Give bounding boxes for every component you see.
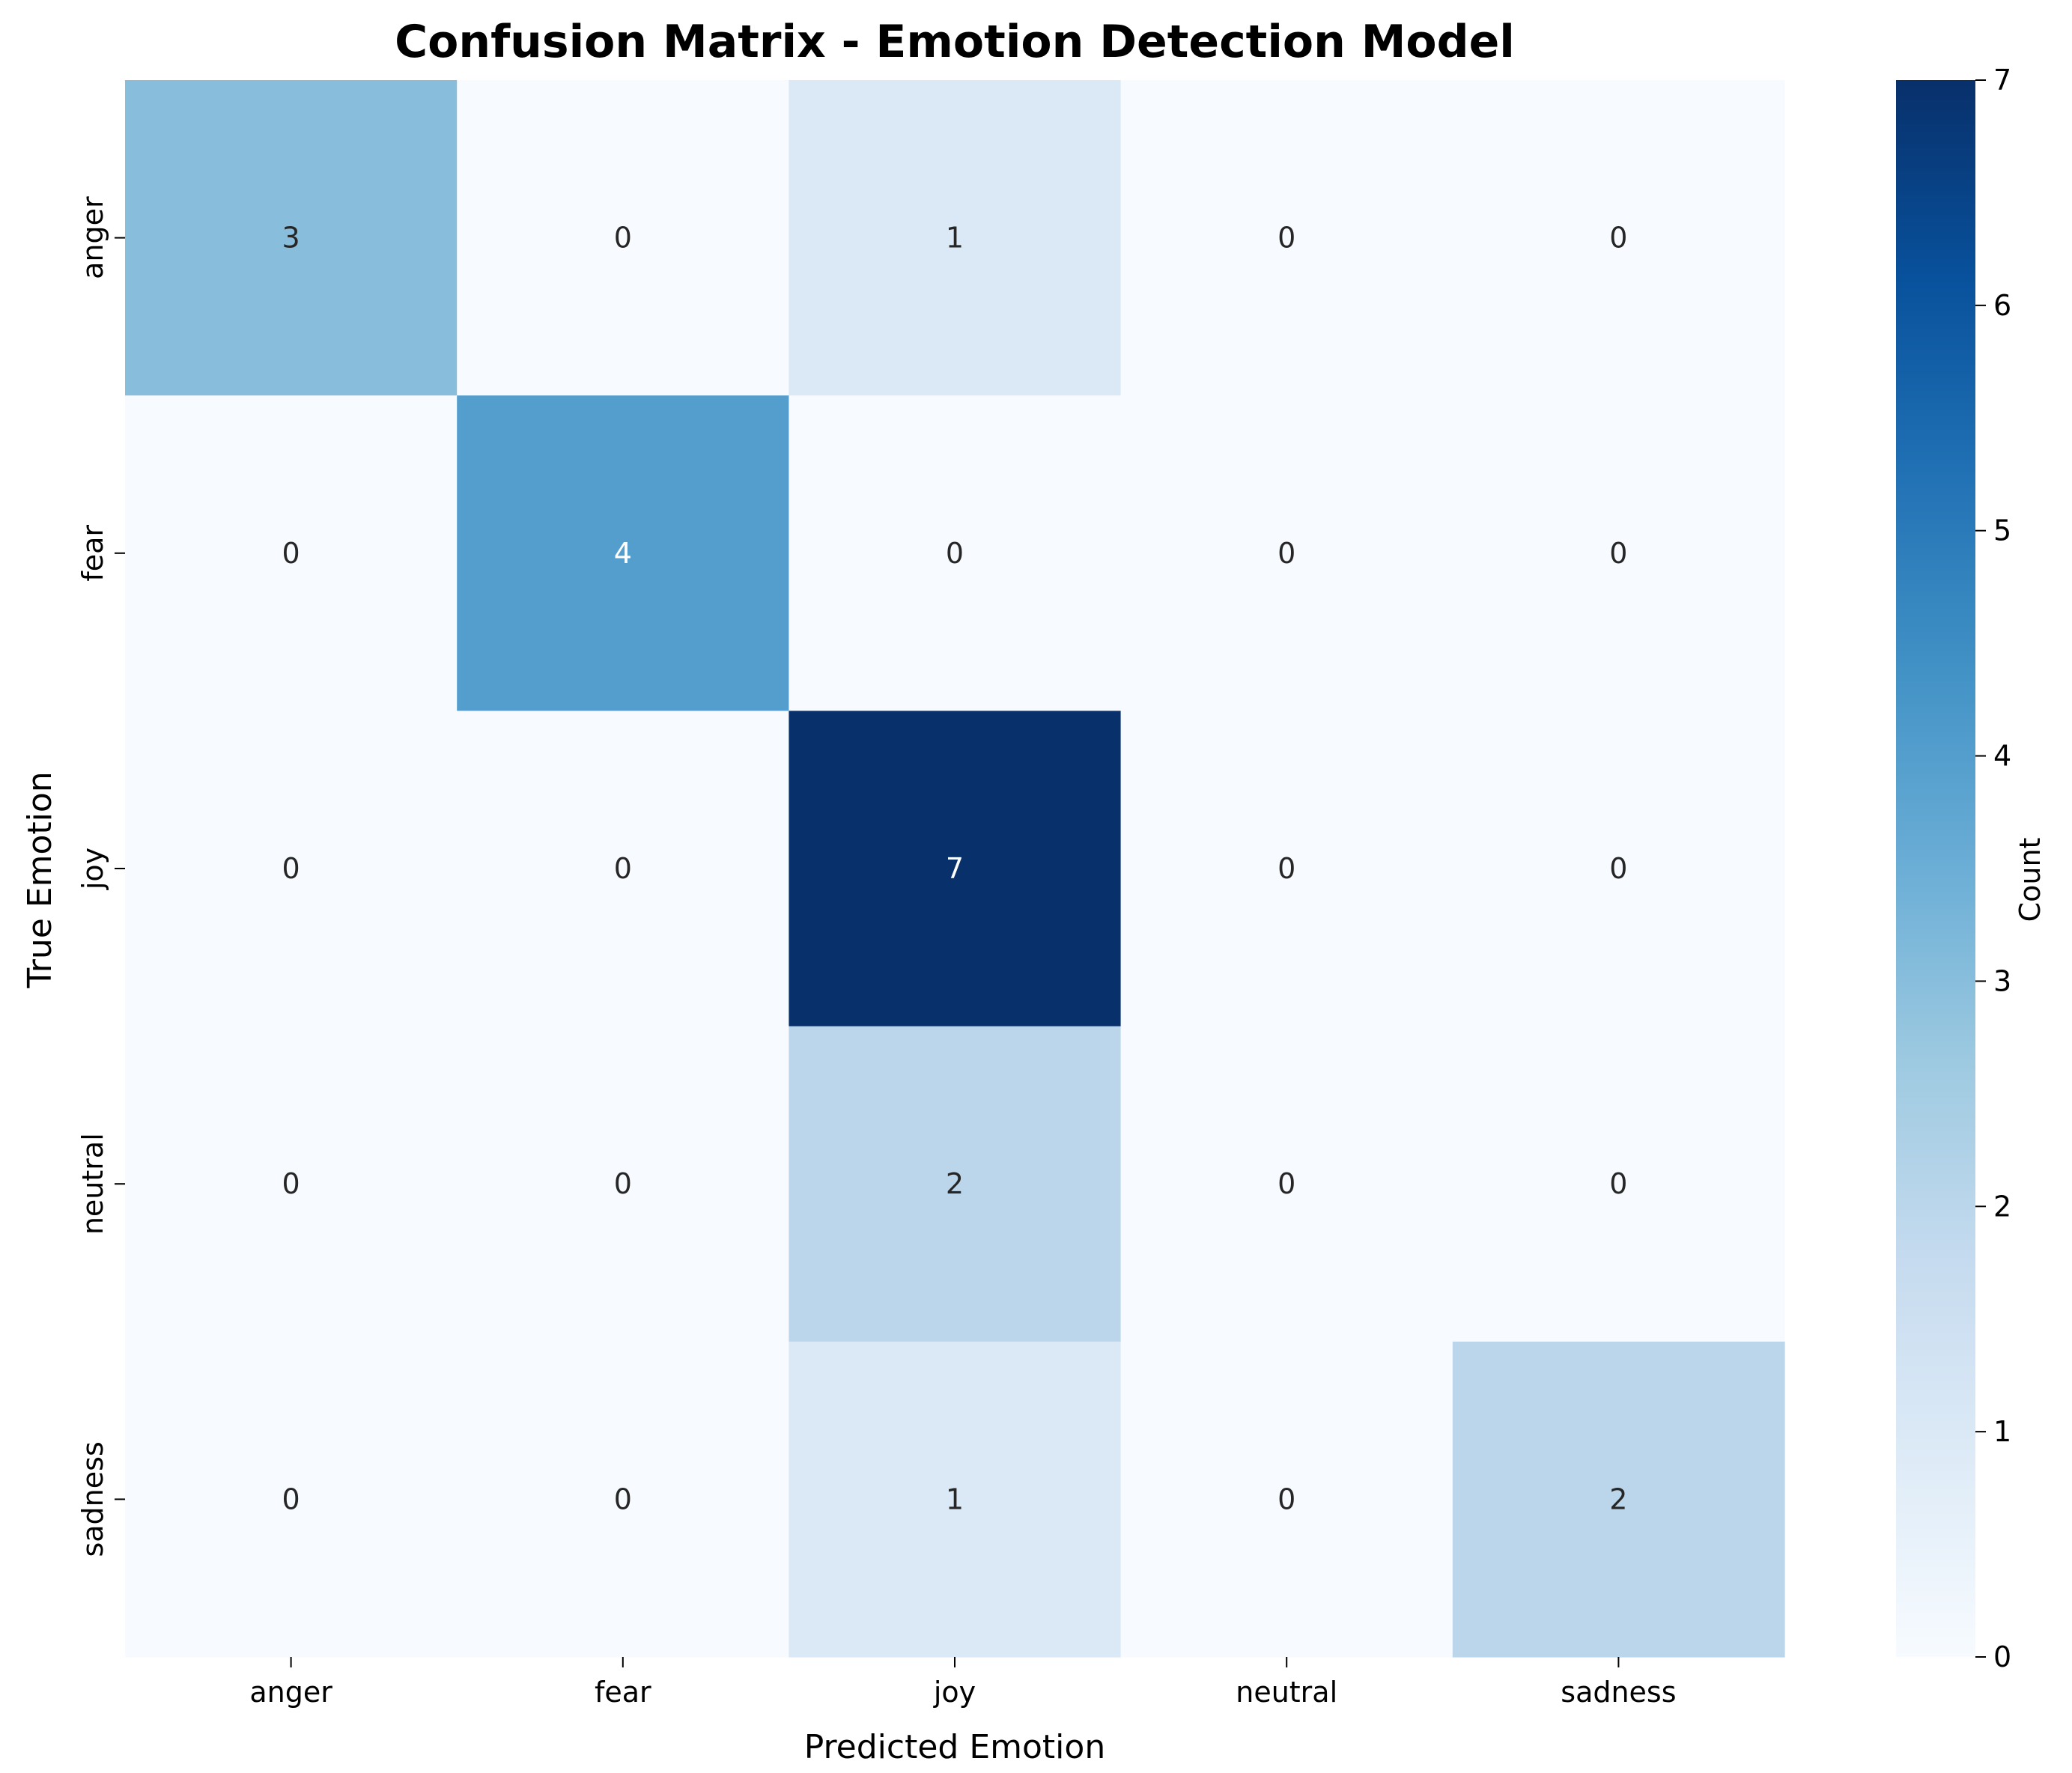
colorbar: 0 1 2 3 4 5 6 7	[1896, 64, 2011, 1673]
colorbar-tick-label: 6	[1993, 289, 2011, 322]
cell-value-label: 0	[1277, 1167, 1295, 1200]
cell-value-label: 0	[282, 1167, 300, 1200]
heatmap-cell	[789, 395, 1122, 711]
y-tick-label: neutral	[76, 1133, 109, 1235]
cell-value-label: 0	[946, 537, 964, 570]
cell-value-label: 0	[614, 852, 632, 885]
x-tick-label: sadness	[1561, 1676, 1676, 1709]
cell-value-label: 4	[614, 537, 632, 570]
heatmap-cell	[789, 1026, 1122, 1342]
x-tick-label: neutral	[1236, 1676, 1337, 1709]
colorbar-tick-label: 4	[1993, 740, 2011, 773]
cell-value-label: 0	[1277, 852, 1295, 885]
cell-value-label: 0	[1277, 1482, 1295, 1515]
chart-title: Confusion Matrix - Emotion Detection Mod…	[395, 16, 1515, 68]
heatmap-cell	[1452, 80, 1785, 396]
cell-value-label: 0	[614, 1482, 632, 1515]
x-axis-label: Predicted Emotion	[804, 1728, 1105, 1766]
colorbar-label: Count	[2014, 838, 2047, 922]
cell-value-label: 0	[1609, 852, 1627, 885]
cell-value-label: 0	[282, 537, 300, 570]
cell-value-label: 7	[946, 852, 964, 885]
heatmap-cells	[125, 80, 1785, 1658]
colorbar-tick-label: 1	[1993, 1415, 2011, 1448]
x-tick-label: fear	[595, 1676, 651, 1709]
y-axis: anger fear joy neutral sadness	[76, 196, 125, 1557]
heatmap-cell	[457, 1026, 789, 1342]
colorbar-gradient	[1896, 80, 1975, 1657]
heatmap-cell	[457, 711, 789, 1027]
heatmap-cell	[789, 80, 1122, 396]
colorbar-tick-label: 5	[1993, 514, 2011, 547]
cell-value-label: 0	[282, 1482, 300, 1515]
cell-value-label: 1	[946, 1482, 964, 1515]
heatmap-cell	[1120, 395, 1453, 711]
colorbar-tick-label: 3	[1993, 964, 2011, 997]
cell-value-label: 2	[1609, 1482, 1627, 1515]
cell-annotations: 3 0 1 0 0 0 4 0 0 0 0 0 7 0 0 0 0 2 0 0 0 0 1 0 2	[282, 222, 1628, 1516]
cell-value-label: 0	[1277, 537, 1295, 570]
y-tick-label: joy	[76, 848, 109, 890]
cell-value-label: 2	[946, 1167, 964, 1200]
heatmap-cell	[1452, 395, 1785, 711]
heatmap-cell	[457, 1341, 789, 1658]
y-tick-label: fear	[76, 525, 109, 582]
colorbar-tick-label: 7	[1993, 64, 2011, 97]
heatmap-cell	[1452, 711, 1785, 1027]
heatmap-cell	[1452, 1341, 1785, 1658]
heatmap-cell	[125, 80, 458, 396]
cell-value-label: 0	[1609, 222, 1627, 255]
heatmap-cell	[1120, 80, 1453, 396]
cell-value-label: 0	[1277, 222, 1295, 255]
heatmap-cell	[789, 711, 1122, 1027]
colorbar-tick-label: 2	[1993, 1190, 2011, 1223]
heatmap-cell	[125, 711, 458, 1027]
cell-value-label: 3	[282, 222, 300, 255]
heatmap-cell	[457, 395, 789, 711]
cell-value-label: 0	[1609, 1167, 1627, 1200]
heatmap-cell	[1120, 1026, 1453, 1342]
y-tick-label: sadness	[76, 1441, 109, 1557]
heatmap-cell	[789, 1341, 1122, 1658]
cell-value-label: 0	[614, 1167, 632, 1200]
colorbar-tick-label: 0	[1993, 1640, 2011, 1673]
x-tick-label: anger	[249, 1676, 332, 1709]
heatmap-cell	[125, 1026, 458, 1342]
heatmap-cell	[1120, 711, 1453, 1027]
cell-value-label: 1	[946, 222, 964, 255]
x-axis: anger fear joy neutral sadness	[249, 1657, 1677, 1709]
heatmap-cell	[125, 395, 458, 711]
x-tick-label: joy	[933, 1676, 976, 1709]
cell-value-label: 0	[614, 222, 632, 255]
y-axis-label: True Emotion	[21, 771, 59, 988]
heatmap-cell	[1452, 1026, 1785, 1342]
heatmap-cell	[457, 80, 789, 396]
heatmap-cell	[1120, 1341, 1453, 1658]
y-tick-label: anger	[76, 196, 109, 279]
cell-value-label: 0	[1609, 537, 1627, 570]
cell-value-label: 0	[282, 852, 300, 885]
heatmap-cell	[125, 1341, 458, 1658]
